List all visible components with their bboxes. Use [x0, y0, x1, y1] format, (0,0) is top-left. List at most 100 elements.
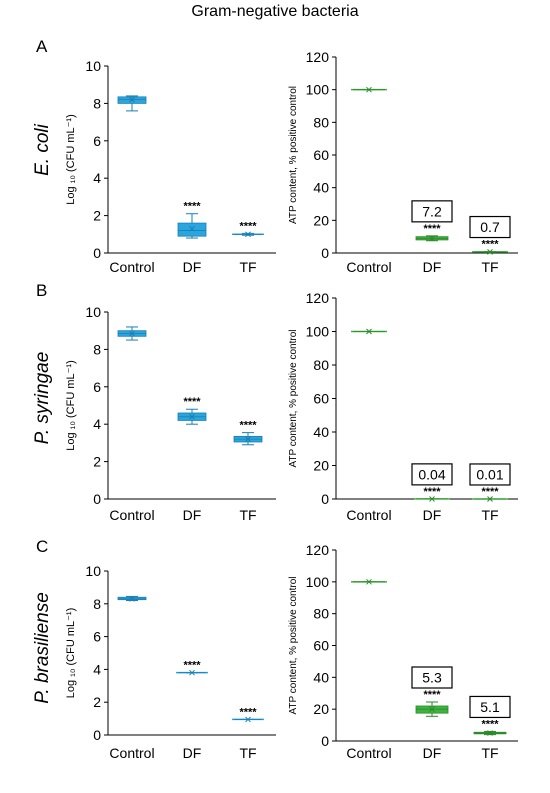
x-category-label: TF	[239, 259, 256, 275]
significance-stars: ****	[423, 223, 441, 235]
box-plot: **** 0.7	[469, 215, 511, 255]
box-plot: ****	[233, 420, 263, 446]
y-tick-label: 60	[313, 638, 329, 654]
x-category-label: DF	[423, 259, 442, 275]
y-axis-label: ATP content, % positive control	[288, 329, 299, 467]
y-tick-label: 10	[85, 58, 101, 74]
x-category-label: Control	[109, 259, 154, 275]
y-tick-label: 8	[93, 341, 101, 357]
y-tick-label: 0	[321, 733, 329, 749]
x-category-label: TF	[481, 745, 498, 761]
x-category-label: DF	[183, 745, 202, 761]
y-axis-label: Log ₁₀ (CFU mL⁻¹)	[65, 114, 77, 204]
mean-marker	[429, 496, 435, 502]
mean-marker	[129, 96, 135, 103]
mean-marker	[189, 413, 195, 420]
panel-labels: A E. coli B P. syringae C P. brasiliense	[32, 37, 53, 704]
y-tick-label: 80	[313, 357, 329, 373]
x-category-label: TF	[481, 507, 498, 523]
y-tick-label: 40	[313, 424, 329, 440]
value-label: 0.04	[418, 466, 445, 482]
value-label: 7.2	[422, 203, 442, 219]
y-tick-label: 80	[313, 114, 329, 130]
box-plot: ****	[232, 706, 264, 723]
box-plot	[351, 328, 387, 335]
y-tick-label: 20	[313, 701, 329, 717]
y-tick-label: 2	[93, 694, 101, 710]
mean-marker	[487, 496, 493, 502]
y-tick-label: 40	[313, 669, 329, 685]
y-axis-label: Log ₁₀ (CFU mL⁻¹)	[65, 360, 77, 450]
y-tick-label: 4	[93, 170, 101, 186]
significance-stars: ****	[183, 396, 201, 408]
y-tick-label: 20	[313, 212, 329, 228]
box-plot	[351, 578, 387, 585]
mean-marker	[189, 225, 195, 232]
chart-A-cfu: 0 2 4 6 8 10 Log ₁₀ (CFU mL⁻¹) Control DF TF **** *…	[65, 58, 276, 275]
y-tick-label: 100	[306, 574, 330, 590]
value-label-box	[411, 666, 453, 689]
y-tick-label: 0	[93, 491, 101, 507]
box-plot	[117, 595, 147, 602]
value-label-box	[469, 463, 511, 486]
significance-stars: ****	[239, 420, 257, 432]
box-plot: **** 5.3	[411, 666, 453, 717]
box-plot	[117, 326, 147, 341]
significance-stars: ****	[183, 201, 201, 213]
y-tick-label: 0	[321, 491, 329, 507]
y-tick-label: 20	[313, 458, 329, 474]
significance-stars: ****	[239, 706, 257, 718]
y-tick-label: 0	[321, 245, 329, 261]
organism-label: E. coli	[32, 123, 53, 176]
value-label: 5.3	[422, 670, 442, 686]
value-label-box	[411, 463, 453, 486]
organism-label: P. brasiliense	[32, 592, 53, 704]
panel-letter: A	[36, 37, 48, 56]
y-tick-label: 6	[93, 629, 101, 645]
value-label-box	[469, 695, 511, 719]
panel-letter: B	[36, 281, 47, 300]
figure-title: Gram-negative bacteria	[191, 3, 359, 20]
box-plot: ****	[177, 396, 207, 425]
mean-marker	[366, 578, 372, 585]
y-tick-label: 10	[85, 563, 101, 579]
x-category-label: DF	[423, 507, 442, 523]
x-category-label: Control	[109, 507, 154, 523]
x-category-label: Control	[346, 507, 391, 523]
value-label-box	[411, 200, 453, 223]
x-category-label: Control	[109, 745, 154, 761]
organism-label: P. syringae	[32, 352, 53, 445]
y-axis-label: Log ₁₀ (CFU mL⁻¹)	[65, 608, 77, 698]
mean-marker	[245, 716, 251, 723]
mean-marker	[129, 330, 135, 337]
panel-letter: C	[36, 537, 48, 556]
y-tick-label: 120	[306, 542, 330, 558]
y-tick-label: 0	[93, 245, 101, 261]
mean-marker	[245, 436, 251, 443]
box-plot: **** 0.04	[411, 463, 453, 502]
y-tick-label: 80	[313, 606, 329, 622]
mean-marker	[487, 730, 493, 736]
y-tick-label: 100	[306, 324, 330, 340]
significance-stars: ****	[423, 689, 441, 701]
y-tick-label: 60	[313, 147, 329, 163]
significance-stars: ****	[183, 660, 201, 672]
mean-marker	[189, 669, 195, 676]
y-tick-label: 10	[85, 304, 101, 320]
x-category-label: TF	[239, 745, 256, 761]
y-tick-label: 120	[306, 290, 330, 306]
chart-C-atp: 0 20 40 60 80 100 120 ATP content, % positive c…	[288, 542, 518, 761]
y-tick-label: 8	[93, 596, 101, 612]
significance-stars: ****	[481, 718, 499, 730]
x-category-label: DF	[183, 259, 202, 275]
mean-marker	[245, 231, 251, 238]
y-tick-label: 6	[93, 379, 101, 395]
x-category-label: TF	[481, 259, 498, 275]
y-tick-label: 100	[306, 82, 330, 98]
chart-A-atp: 0 20 40 60 80 100 120 ATP content, % positive c…	[288, 49, 518, 275]
significance-stars: ****	[423, 486, 441, 498]
y-axis-label: ATP content, % positive control	[288, 576, 299, 714]
significance-stars: ****	[481, 239, 499, 251]
